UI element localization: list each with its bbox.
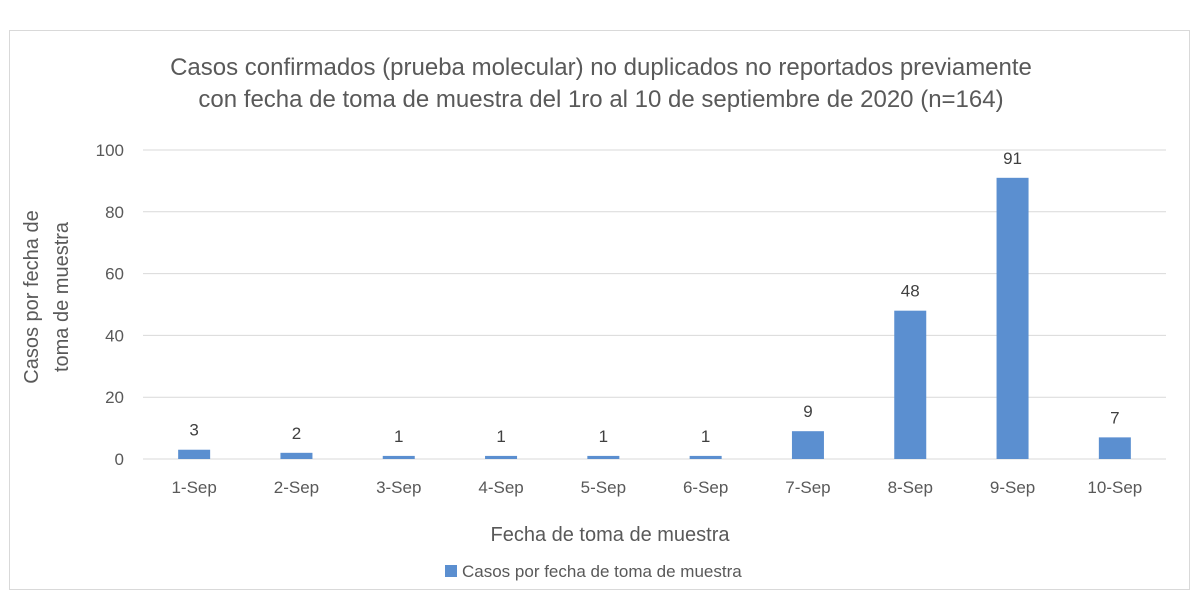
chart-title-line-1: Casos confirmados (prueba molecular) no … [170,54,1032,81]
chart-title-line-2: con fecha de toma de muestra del 1ro al … [198,86,1003,113]
x-tick-label: 1-Sep [171,478,216,497]
x-tick-label: 5-Sep [581,478,626,497]
data-label: 1 [701,427,710,446]
data-label: 91 [1003,149,1022,168]
bar [996,177,1029,459]
bar [178,449,211,459]
bar [791,431,824,459]
x-tick-label: 6-Sep [683,478,728,497]
bar [485,455,518,459]
legend-label: Casos por fecha de toma de muestra [462,562,742,581]
y-axis-title: Casos por fecha de toma de muestra [21,210,73,383]
data-labels: 0 20 40 60 80 100 3 1-Sep 2 2-Sep 1 3-Sep 1 4-Sep 1 5-S… [96,141,1143,497]
data-label: 1 [394,427,403,446]
x-axis-title: Fecha de toma de muestra [490,524,730,546]
data-label: 1 [599,427,608,446]
x-tick-label: 2-Sep [274,478,319,497]
bar [280,452,313,459]
x-tick-label: 8-Sep [888,478,933,497]
chart-text: Casos confirmados (prueba molecular) no … [21,54,1032,581]
chart-frame [9,30,1190,590]
data-label: 9 [803,402,812,421]
y-tick-label: 100 [96,141,124,160]
y-tick-label: 20 [105,388,124,407]
y-axis-title-line-1: Casos por fecha de [21,210,43,383]
x-tick-label: 7-Sep [785,478,830,497]
bar [1098,437,1131,459]
data-label: 48 [901,282,920,301]
data-label: 2 [292,424,301,443]
gridlines [143,149,1166,460]
bar [587,455,620,459]
y-axis-title-line-2: toma de muestra [51,221,73,372]
data-label: 1 [496,427,505,446]
data-label: 3 [189,421,198,440]
y-tick-label: 0 [115,450,124,469]
legend-swatch [445,565,457,577]
bars [178,177,1131,459]
x-tick-label: 3-Sep [376,478,421,497]
x-tick-label: 4-Sep [478,478,523,497]
bar [689,455,722,459]
data-label: 7 [1110,408,1119,427]
bar [894,310,927,459]
y-tick-label: 60 [105,265,124,284]
y-tick-label: 40 [105,326,124,345]
y-tick-label: 80 [105,203,124,222]
x-tick-label: 10-Sep [1087,478,1142,497]
x-tick-label: 9-Sep [990,478,1035,497]
bar [382,455,415,459]
